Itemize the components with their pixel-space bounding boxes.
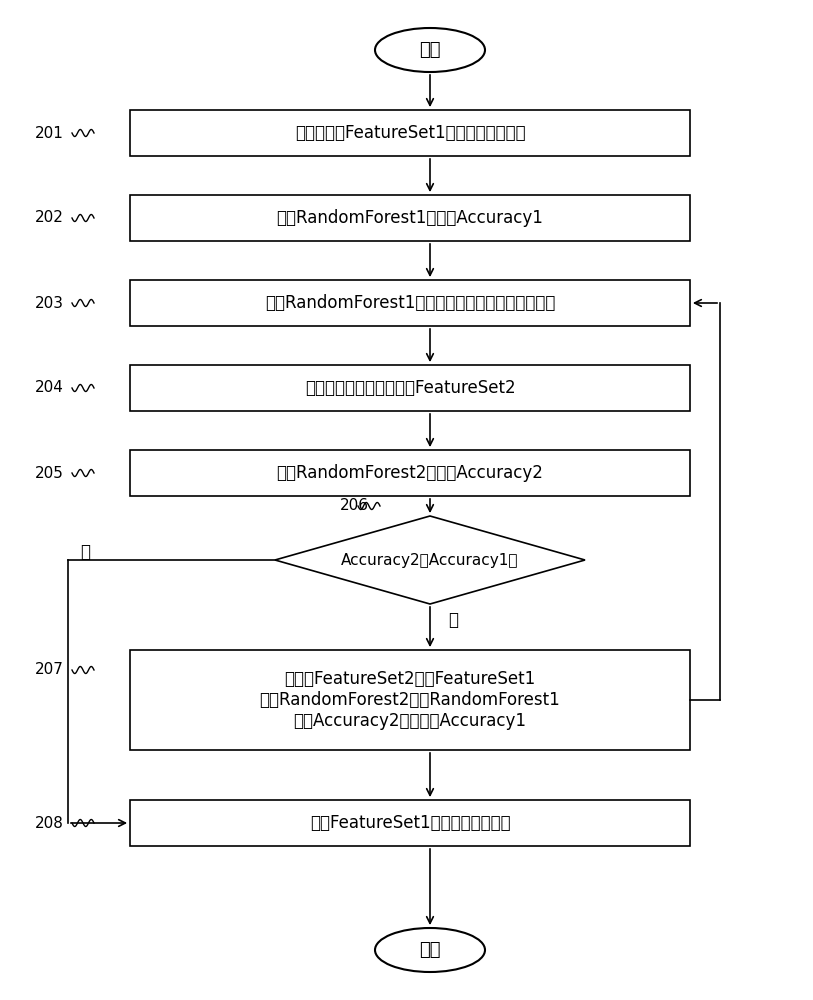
Bar <box>130 800 690 846</box>
Text: 特征集FeatureSet2替换FeatureSet1
模型RandomForest2替换RandomForest1
精度Accuracy2替换精度Accura: 特征集FeatureSet2替换FeatureSet1 模型RandomFore… <box>259 670 560 730</box>
Text: 207: 207 <box>35 662 64 678</box>
Bar <box>130 110 690 156</box>
Bar <box>130 195 690 241</box>
Text: 204: 204 <box>35 380 64 395</box>
Text: 否: 否 <box>448 611 458 629</box>
Text: 统计RandomForest1各特征使用频率，从大到小排序: 统计RandomForest1各特征使用频率，从大到小排序 <box>265 294 555 312</box>
Bar <box>130 365 690 411</box>
Text: Accuracy2＜Accuracy1？: Accuracy2＜Accuracy1？ <box>341 552 519 568</box>
Text: 输出FeatureSet1作为最优特征集合: 输出FeatureSet1作为最优特征集合 <box>310 814 511 832</box>
Text: 202: 202 <box>35 211 64 226</box>
Text: 根据特征集FeatureSet1，生成训练样本集: 根据特征集FeatureSet1，生成训练样本集 <box>294 124 525 142</box>
Text: 206: 206 <box>340 498 369 514</box>
Bar <box>130 450 690 496</box>
Polygon shape <box>275 516 585 604</box>
Text: 去掉频率小的特征，构造FeatureSet2: 去掉频率小的特征，构造FeatureSet2 <box>305 379 515 397</box>
Text: 205: 205 <box>35 466 64 481</box>
Text: 训练RandomForest2，计算Accuracy2: 训练RandomForest2，计算Accuracy2 <box>276 464 543 482</box>
Ellipse shape <box>375 28 485 72</box>
Text: 结束: 结束 <box>420 941 441 959</box>
Text: 训练RandomForest1，计算Accuracy1: 训练RandomForest1，计算Accuracy1 <box>276 209 543 227</box>
Text: 208: 208 <box>35 816 64 830</box>
Text: 201: 201 <box>35 125 64 140</box>
Text: 203: 203 <box>35 296 64 310</box>
Text: 是: 是 <box>80 543 90 561</box>
Text: 开始: 开始 <box>420 41 441 59</box>
Ellipse shape <box>375 928 485 972</box>
Bar <box>130 650 690 750</box>
Bar <box>130 280 690 326</box>
